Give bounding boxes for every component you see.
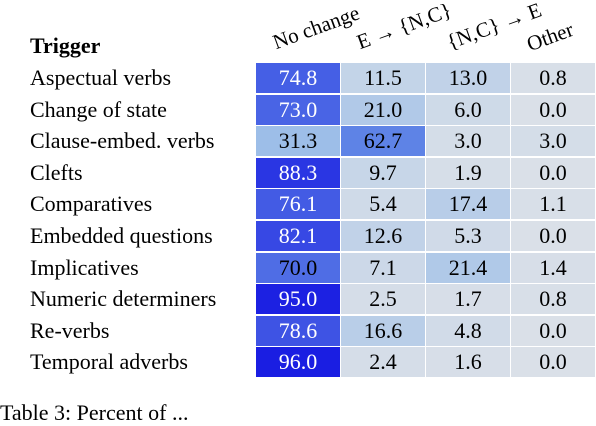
table-cell: 0.8 [511, 284, 595, 315]
table-cell: 76.1 [256, 189, 340, 220]
table-cell: 16.6 [341, 315, 425, 346]
table-cell: 1.9 [426, 157, 510, 188]
table-cell: 0.0 [511, 157, 595, 188]
row-label: Implicatives [30, 254, 139, 280]
row-label: Embedded questions [30, 223, 213, 248]
table-row: Clause-embed. verbs 31.3 62.7 3.0 3.0 [0, 125, 596, 157]
table-cell: 7.1 [341, 252, 425, 283]
row-label: Aspectual verbs [30, 65, 172, 90]
table-row: Temporal adverbs 96.0 2.4 1.6 0.0 [0, 346, 596, 378]
table-cell: 21.4 [426, 252, 510, 283]
table-row: Aspectual verbs 74.8 11.5 13.0 0.8 [0, 62, 596, 94]
table-cell: 13.0 [426, 63, 510, 93]
table-cell: 0.0 [511, 315, 595, 346]
table-cell: 0.0 [511, 221, 595, 251]
table-cell: 1.1 [511, 189, 595, 220]
table-cell: 2.5 [341, 284, 425, 315]
row-label: Re-verbs [30, 317, 110, 343]
table-row: Numeric determiners 95.0 2.5 1.7 0.8 [0, 283, 596, 315]
row-label: Change of state [30, 96, 167, 122]
table-cell: 1.7 [426, 284, 510, 315]
table-cell: 95.0 [256, 284, 340, 315]
table-cell: 1.4 [511, 252, 595, 283]
row-label: Clause-embed. verbs [30, 128, 215, 154]
trigger-column-header: Trigger [30, 33, 101, 58]
table-cell: 73.0 [256, 94, 340, 125]
table-cell: 5.3 [426, 221, 510, 251]
table-cell: 3.0 [426, 126, 510, 157]
table-cell: 0.0 [511, 347, 595, 378]
table-cell: 78.6 [256, 315, 340, 346]
table-cell: 74.8 [256, 63, 340, 93]
table-cell: 11.5 [341, 63, 425, 93]
table-row: Clefts 88.3 9.7 1.9 0.0 [0, 157, 596, 189]
header-e-to-nc: E → {N,C} [353, 0, 455, 55]
table-cell: 88.3 [256, 157, 340, 188]
table-row: Change of state 73.0 21.0 6.0 0.0 [0, 94, 596, 126]
table-cell: 3.0 [511, 126, 595, 157]
row-label: Numeric determiners [30, 286, 217, 312]
table-cell: 9.7 [341, 157, 425, 188]
row-label: Clefts [30, 159, 83, 185]
header-no-change: No change [269, 0, 363, 55]
table-cell: 62.7 [341, 126, 425, 157]
table-cell: 0.8 [511, 63, 595, 93]
table-caption: Table 3: Percent of ... [0, 400, 189, 425]
table-row: Embedded questions 82.1 12.6 5.3 0.0 [0, 220, 596, 252]
table-cell: 1.6 [426, 347, 510, 378]
table-cell: 12.6 [341, 221, 425, 251]
table-cell: 70.0 [256, 252, 340, 283]
table-cell: 31.3 [256, 126, 340, 157]
table-cell: 0.0 [511, 94, 595, 125]
table-cell: 17.4 [426, 189, 510, 220]
row-label: Comparatives [30, 191, 153, 217]
table-cell: 2.4 [341, 347, 425, 378]
table-cell: 5.4 [341, 189, 425, 220]
table-row: Comparatives 76.1 5.4 17.4 1.1 [0, 188, 596, 220]
row-label: Temporal adverbs [30, 349, 188, 375]
table-cell: 82.1 [256, 221, 340, 251]
table-row: Re-verbs 78.6 16.6 4.8 0.0 [0, 315, 596, 347]
table-row: Implicatives 70.0 7.1 21.4 1.4 [0, 252, 596, 284]
table-cell: 6.0 [426, 94, 510, 125]
table-cell: 21.0 [341, 94, 425, 125]
table-cell: 96.0 [256, 347, 340, 378]
table-cell: 4.8 [426, 315, 510, 346]
